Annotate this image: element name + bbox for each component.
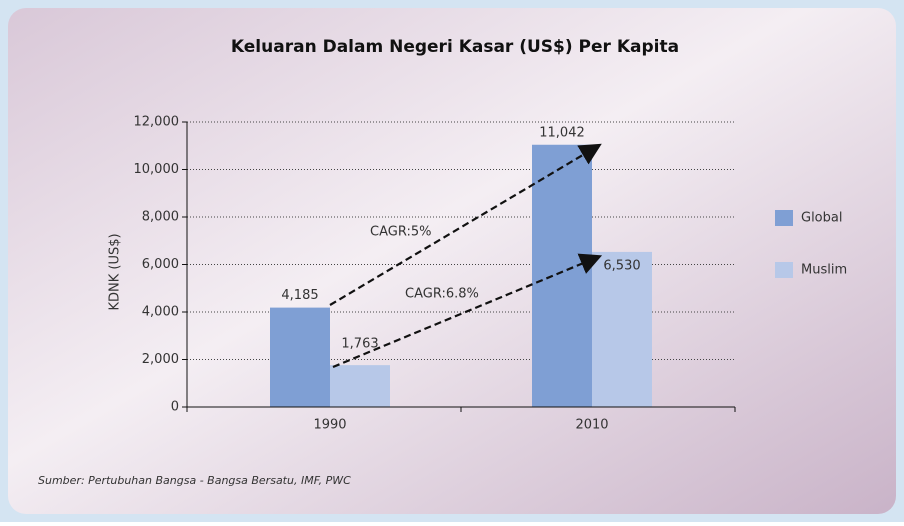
value-label: 11,042 bbox=[539, 125, 585, 140]
legend-swatch bbox=[775, 262, 793, 278]
x-tick-label: 1990 bbox=[313, 418, 346, 433]
chart-title: Keluaran Dalam Negeri Kasar (US$) Per Ka… bbox=[231, 37, 679, 57]
value-label: 4,185 bbox=[281, 288, 318, 303]
legend-label: Global bbox=[801, 211, 842, 226]
annotation: CAGR:5% bbox=[370, 225, 431, 240]
bar bbox=[592, 251, 652, 407]
arrow bbox=[329, 143, 602, 306]
y-tick-label: 8,000 bbox=[142, 210, 179, 225]
y-tick-label: 4,000 bbox=[142, 305, 179, 320]
y-tick-label: 12,000 bbox=[134, 115, 180, 130]
legend-label: Muslim bbox=[801, 263, 847, 278]
y-tick-label: 0 bbox=[171, 400, 179, 415]
y-axis-label: KDNK (US$) bbox=[108, 233, 123, 310]
panel bbox=[8, 8, 896, 514]
bar bbox=[270, 307, 330, 407]
bar bbox=[532, 144, 592, 407]
bar bbox=[330, 365, 390, 407]
arrow bbox=[332, 253, 603, 369]
annotation: CAGR:6.8% bbox=[405, 287, 479, 302]
y-tick-label: 6,000 bbox=[142, 257, 179, 272]
value-label: 1,763 bbox=[341, 337, 378, 352]
y-tick-label: 2,000 bbox=[142, 352, 179, 367]
legend-swatch bbox=[775, 210, 793, 226]
x-tick-label: 2010 bbox=[575, 418, 608, 433]
value-label: 6,530 bbox=[603, 258, 640, 273]
source: Sumber: Pertubuhan Bangsa - Bangsa Bersa… bbox=[38, 474, 351, 487]
y-tick-label: 10,000 bbox=[134, 162, 180, 177]
